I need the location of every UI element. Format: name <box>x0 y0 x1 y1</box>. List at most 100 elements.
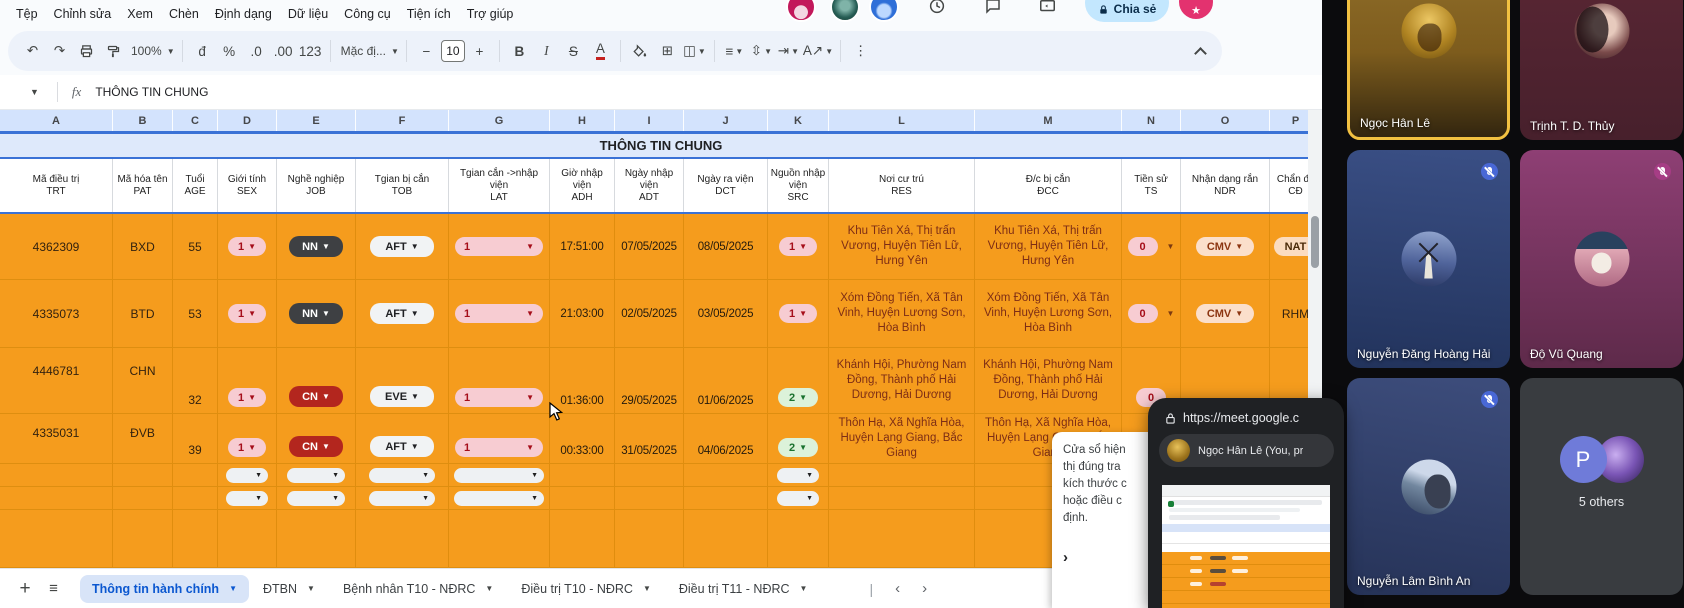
tab-thong-tin-hanh-chinh[interactable]: Thông tin hành chính ▼ <box>80 574 249 603</box>
column-letter[interactable]: D <box>218 110 277 131</box>
cell[interactable] <box>615 487 684 510</box>
cell[interactable]: 01/06/2025 <box>684 348 768 414</box>
dropdown-pill[interactable]: 1 ▼ <box>779 237 817 256</box>
history-icon[interactable] <box>928 0 948 17</box>
header-cell[interactable]: Mã hóa tên PAT <box>113 159 173 212</box>
menu-insert[interactable]: Chèn <box>168 6 199 21</box>
dropdown-pill[interactable]: CMV ▼ <box>1196 237 1254 256</box>
cell[interactable]: 53 <box>173 280 218 348</box>
cell[interactable]: 4362309 <box>0 214 113 280</box>
meet-tile-nguyen-lam-binh-an[interactable]: Nguyễn Lâm Bình An <box>1347 378 1510 595</box>
header-cell[interactable]: Giờ nhập viện ADH <box>550 159 615 212</box>
strikethrough-button[interactable]: S <box>568 43 578 59</box>
cell[interactable]: 55 <box>173 214 218 280</box>
tab-dieu-tri-t11[interactable]: Điều trị T11 - NĐRC ▼ <box>678 581 808 596</box>
cell[interactable] <box>684 464 768 487</box>
cell[interactable] <box>0 487 113 510</box>
dropdown-pill[interactable]: ▼ <box>454 490 544 506</box>
cell[interactable] <box>113 464 173 487</box>
menu-help[interactable]: Trợ giúp <box>466 6 514 21</box>
vertical-align-button[interactable]: ⇳ ▼ <box>750 43 773 58</box>
dropdown-pill[interactable]: NAT <box>1273 237 1318 256</box>
cell[interactable] <box>218 510 277 568</box>
dropdown-pill[interactable]: ▼ <box>226 490 268 506</box>
cell[interactable] <box>173 487 218 510</box>
header-cell[interactable]: Giới tính SEX <box>218 159 277 212</box>
dropdown-pill[interactable]: 1 ▼ <box>228 237 266 256</box>
header-cell[interactable]: Mã điều trị TRT <box>0 159 113 212</box>
column-letter[interactable]: B <box>113 110 173 131</box>
cell[interactable] <box>829 464 975 487</box>
dropdown-pill[interactable]: ▼ <box>777 490 819 506</box>
cell[interactable]: Khu Tiên Xá, Thị trấn Vương, Huyện Tiên … <box>829 214 975 280</box>
cell[interactable] <box>113 487 173 510</box>
menu-file[interactable]: Tệp <box>16 6 38 21</box>
cell[interactable]: 02/05/2025 <box>615 280 684 348</box>
tab-dtbn[interactable]: ĐTBN ▼ <box>262 581 315 596</box>
cell[interactable] <box>173 464 218 487</box>
cell[interactable]: 4335031 <box>0 414 113 464</box>
meet-tile-nguyen-dang-hoang-hai[interactable]: Nguyễn Đăng Hoàng Hải <box>1347 150 1510 368</box>
borders-button[interactable]: ⊞ <box>661 43 674 58</box>
name-box-chevron-icon[interactable]: ▼ <box>30 87 39 97</box>
header-cell[interactable]: Ngày nhập viện ADT <box>615 159 684 212</box>
cell[interactable] <box>113 510 173 568</box>
cell[interactable] <box>684 510 768 568</box>
header-cell[interactable]: Nghề nghiệp JOB <box>277 159 356 212</box>
italic-button[interactable]: I <box>544 43 549 58</box>
column-letter[interactable]: F <box>356 110 449 131</box>
collaborator-avatar[interactable] <box>786 0 816 22</box>
font-size-input[interactable]: 10 <box>440 40 465 62</box>
dropdown-pill[interactable]: 1 ▼ <box>228 438 266 457</box>
dropdown-pill[interactable]: 1 ▼ <box>228 388 266 407</box>
meet-pip-window[interactable]: https://meet.google.c Ngọc Hân Lê (You, … <box>1148 398 1344 608</box>
tab-benh-nhan-t10[interactable]: Bệnh nhân T10 - NĐRC ▼ <box>342 581 494 596</box>
collaborator-avatar[interactable] <box>869 0 899 22</box>
cell[interactable]: Xóm Đồng Tiến, Xã Tân Vinh, Huyện Lương … <box>975 280 1122 348</box>
dropdown-pill[interactable]: AFT ▼ <box>370 236 434 257</box>
cell[interactable]: Thôn Hạ, Xã Nghĩa Hòa, Huyện Lạng Giang,… <box>829 414 975 464</box>
column-letter[interactable]: C <box>173 110 218 131</box>
column-letter[interactable]: K <box>768 110 829 131</box>
dropdown-pill[interactable]: ▼ <box>287 467 345 483</box>
cell[interactable]: 29/05/2025 <box>615 348 684 414</box>
dropdown-pill[interactable]: 1 ▼ <box>455 304 543 323</box>
cell[interactable] <box>550 510 615 568</box>
undo-button[interactable]: ↶ <box>26 43 39 58</box>
header-cell[interactable]: Tuổi AGE <box>173 159 218 212</box>
dropdown-pill[interactable]: ▼ <box>287 490 345 506</box>
cell[interactable] <box>550 487 615 510</box>
cell[interactable]: 21:03:00 <box>550 280 615 348</box>
dropdown-pill[interactable]: ▼ <box>454 467 544 483</box>
meet-tile-trinh-thuy[interactable]: Trịnh T. D. Thủy <box>1520 0 1683 140</box>
cell[interactable]: 31/05/2025 <box>615 414 684 464</box>
scrollbar-thumb[interactable] <box>1311 216 1319 268</box>
cell[interactable]: 39 <box>173 414 218 464</box>
header-cell[interactable]: Nguồn nhập viện SRC <box>768 159 829 212</box>
dropdown-pill[interactable]: ▼ <box>777 467 819 483</box>
dropdown-pill[interactable]: CMV ▼ <box>1196 304 1254 323</box>
share-button[interactable]: Chia sẻ <box>1085 0 1169 22</box>
dropdown-pill[interactable]: 1 ▼ <box>455 237 543 256</box>
cell[interactable] <box>550 464 615 487</box>
dropdown-pill[interactable]: NN ▼ <box>289 303 343 324</box>
print-button[interactable] <box>74 38 99 64</box>
text-rotation-button[interactable]: A↗ ▼ <box>802 43 834 58</box>
cell[interactable]: 03/05/2025 <box>684 280 768 348</box>
meet-tile-do-vu-quang[interactable]: Độ Vũ Quang <box>1520 150 1683 368</box>
chevron-down-icon[interactable]: ▼ <box>1166 242 1175 251</box>
dropdown-pill[interactable]: 1 ▼ <box>779 304 817 323</box>
column-letter[interactable]: A <box>0 110 113 131</box>
menu-data[interactable]: Dữ liệu <box>287 6 329 21</box>
dropdown-pill[interactable]: AFT ▼ <box>370 436 434 457</box>
meet-tile-ngoc-han-le[interactable]: Ngọc Hân Lê <box>1347 0 1510 140</box>
cell[interactable] <box>0 464 113 487</box>
dropdown-pill[interactable]: ▼ <box>369 467 435 483</box>
cell[interactable]: 4335073 <box>0 280 113 348</box>
sheet-title-cell[interactable]: THÔNG TIN CHUNG <box>0 134 1322 157</box>
cell[interactable]: 08/05/2025 <box>684 214 768 280</box>
column-letter[interactable]: H <box>550 110 615 131</box>
column-letter[interactable]: J <box>684 110 768 131</box>
cell[interactable]: 32 <box>173 348 218 414</box>
tab-dieu-tri-t10[interactable]: Điều trị T10 - NĐRC ▼ <box>521 581 651 596</box>
